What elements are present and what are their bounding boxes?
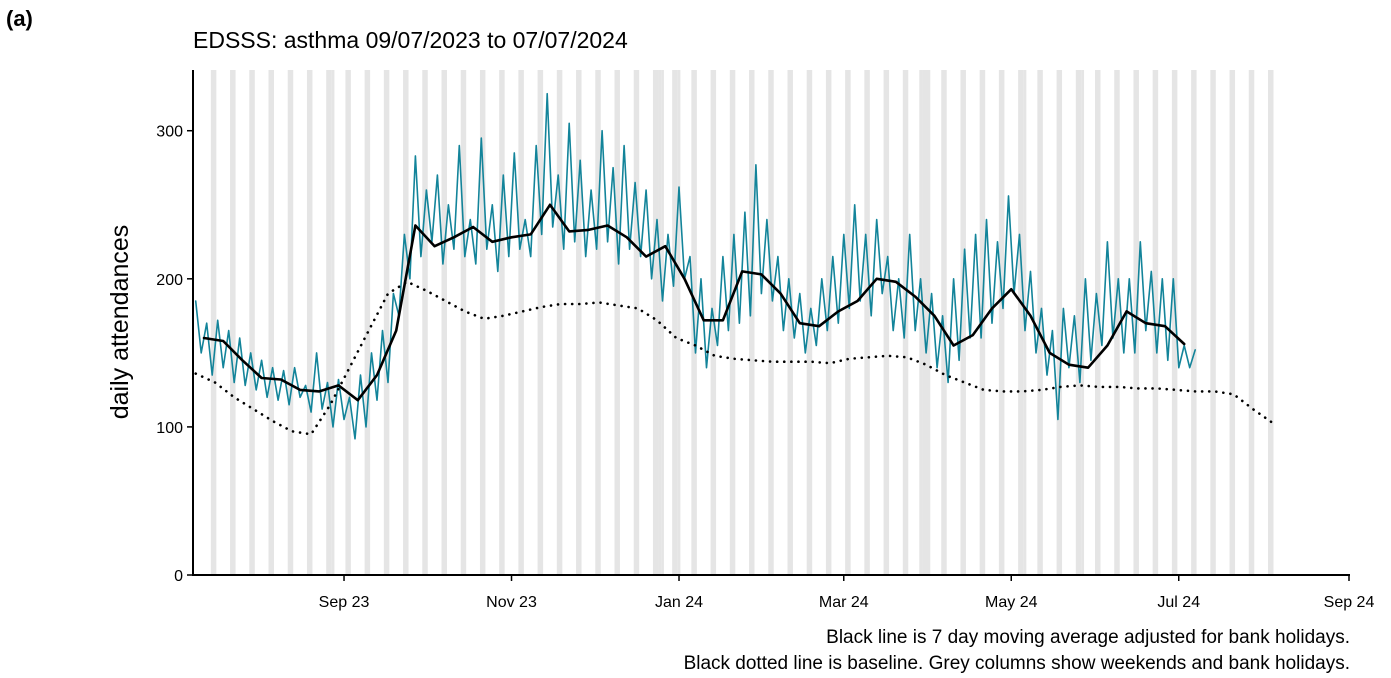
weekend-column <box>960 70 966 575</box>
weekend-column <box>614 70 620 575</box>
weekend-column <box>652 70 659 575</box>
y-tick-label: 200 <box>156 272 183 289</box>
weekend-column <box>595 70 601 575</box>
weekend-column <box>556 70 563 575</box>
panel-label: (a) <box>6 6 33 31</box>
weekend-column <box>1075 70 1082 575</box>
chart-title: EDSSS: asthma 09/07/2023 to 07/07/2024 <box>193 27 628 53</box>
weekend-column <box>1171 70 1178 575</box>
weekend-column <box>787 70 793 575</box>
weekend-column <box>518 70 524 575</box>
y-tick-label: 0 <box>174 568 183 585</box>
weekend-column <box>479 70 486 575</box>
weekend-column <box>499 70 505 575</box>
weekend-column <box>537 70 544 575</box>
y-tick-label: 300 <box>156 124 183 141</box>
weekend-column <box>1114 70 1120 575</box>
weekend-column <box>422 70 428 575</box>
bank-holiday-column <box>677 70 681 575</box>
x-tick-label: Jan 24 <box>655 594 703 611</box>
y-axis-label: daily attendances <box>106 225 134 420</box>
weekend-column <box>1095 70 1101 575</box>
bank-holiday-column <box>919 70 923 575</box>
x-tick-label: Mar 24 <box>819 594 869 611</box>
series-line <box>202 203 1186 402</box>
weekend-column <box>268 70 275 575</box>
weekend-column <box>941 70 947 575</box>
bank-holiday-column <box>661 70 664 575</box>
note: Black dotted line is baseline. Grey colu… <box>684 653 1350 674</box>
x-tick-label: May 24 <box>985 594 1038 611</box>
bank-holiday-column <box>331 70 335 575</box>
weekend-column <box>441 70 447 575</box>
y-tick-label: 100 <box>156 420 183 437</box>
weekend-column <box>672 70 678 575</box>
weekend-column <box>230 70 236 575</box>
weekend-column <box>1267 70 1274 575</box>
weekend-column <box>1229 70 1236 575</box>
weekend-column <box>883 70 890 575</box>
weekend-column <box>1056 70 1063 575</box>
weekend-column <box>306 70 313 575</box>
x-tick-label: Jul 24 <box>1157 594 1200 611</box>
weekend-column <box>460 70 467 575</box>
weekend-column <box>749 70 755 575</box>
weekend-column <box>633 70 640 575</box>
weekend-column <box>845 70 851 575</box>
baseline-line <box>194 280 1274 436</box>
weekend-column <box>922 70 928 575</box>
weekend-column <box>345 70 351 575</box>
weekend-column <box>576 70 582 575</box>
weekend-column <box>729 70 736 575</box>
x-tick-label: Sep 24 <box>1324 594 1375 611</box>
weekend-column <box>403 70 409 575</box>
weekend-column <box>249 70 255 575</box>
weekend-column <box>1210 70 1216 575</box>
x-tick-label: Sep 23 <box>319 594 370 611</box>
weekend-column <box>1191 70 1197 575</box>
weekend-column <box>768 70 774 575</box>
x-tick-label: Nov 23 <box>486 594 537 611</box>
weekend-column <box>998 70 1005 575</box>
weekend-column <box>383 70 390 575</box>
weekend-column <box>1248 70 1255 575</box>
weekend-column <box>1018 70 1024 575</box>
weekend-column <box>210 70 217 575</box>
weekend-column <box>287 70 294 575</box>
weekend-column <box>326 70 332 575</box>
note: Black line is 7 day moving average adjus… <box>826 627 1350 648</box>
weekend-column <box>364 70 371 575</box>
weekend-column <box>864 70 870 575</box>
